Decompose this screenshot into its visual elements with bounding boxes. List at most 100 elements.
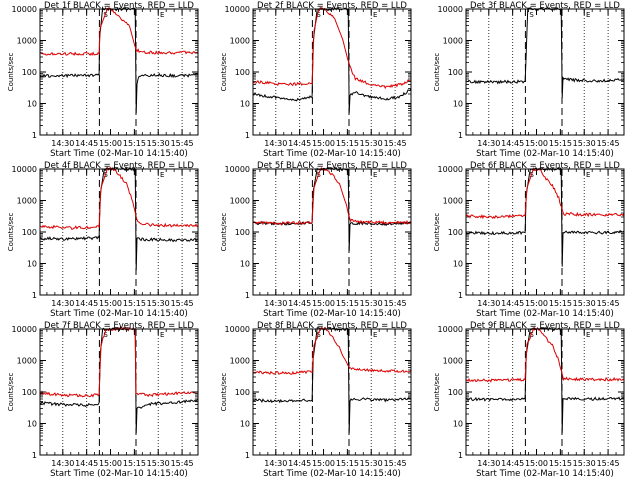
y-tick-label: 100 [235,388,250,397]
x-tick-label: 15:45 [384,299,407,308]
x-tick-label: 15:00 [525,139,548,148]
y-tick-label: 10000 [225,5,250,14]
x-tick-label: 15:30 [147,299,170,308]
series-line-events [252,166,412,252]
panel-title: Det 2f BLACK = Events, RED = LLD [257,1,407,11]
end-marker-label: E [586,11,590,19]
y-tick-label: 10000 [225,325,250,334]
series-line-events [39,166,199,271]
start-marker-label: S [316,171,321,179]
y-tick-label: 100 [448,388,463,397]
y-tick-label: 10 [240,100,250,109]
x-tick-label: 15:45 [384,459,407,468]
series-line-lld [252,7,412,90]
y-tick-label: 10 [27,260,37,269]
y-tick-label: 1000 [443,197,463,206]
y-axis-label: Counts/sec [7,53,15,92]
y-tick-label: 1000 [17,37,37,46]
x-axis-label: Start Time (02-Mar-10 14:15:40) [476,149,614,159]
y-tick-label: 10 [453,100,463,109]
end-marker-label: E [373,171,377,179]
series-line-lld [252,167,412,226]
y-tick-label: 10 [453,420,463,429]
panel-title: Det 7f BLACK = Events, RED = LLD [44,321,194,331]
y-tick-label: 1000 [443,37,463,46]
y-tick-label: 1 [32,451,37,460]
y-tick-label: 100 [22,228,37,237]
y-tick-label: 1 [245,451,250,460]
x-tick-label: 15:30 [573,299,596,308]
y-tick-label: 10 [240,260,250,269]
series-line-events [39,5,199,114]
x-tick-label: 15:30 [573,459,596,468]
x-tick-label: 15:00 [525,299,548,308]
y-axis-label: Counts/sec [7,213,15,252]
x-tick-label: 15:15 [336,459,359,468]
plot-frame [39,8,199,136]
x-axis-label: Start Time (02-Mar-10 14:15:40) [50,149,188,159]
y-tick-label: 1 [32,131,37,140]
y-tick-label: 10000 [225,165,250,174]
y-tick-label: 1000 [17,197,37,206]
plot-frame [252,8,412,136]
x-tick-label: 14:45 [501,139,524,148]
y-tick-label: 1 [458,451,463,460]
start-marker-label: S [103,11,108,19]
y-tick-label: 10000 [12,325,37,334]
x-tick-label: 14:45 [288,299,311,308]
x-tick-label: 15:45 [171,139,194,148]
series-line-lld [465,326,625,383]
y-tick-label: 1000 [17,357,37,366]
plot-frame [465,328,625,456]
start-marker-label: S [103,171,108,179]
plot-frame [252,168,412,296]
x-tick-label: 14:30 [264,459,287,468]
y-axis-label: Counts/sec [220,213,228,252]
series-line-events [465,326,625,434]
series-line-lld [465,167,625,220]
y-tick-label: 10 [240,420,250,429]
y-tick-label: 100 [235,228,250,237]
y-axis-label: Counts/sec [433,213,441,252]
x-tick-label: 14:30 [264,299,287,308]
x-tick-label: 15:15 [123,299,146,308]
x-tick-label: 15:00 [99,299,122,308]
plot-frame [39,168,199,296]
x-tick-label: 15:45 [384,139,407,148]
x-axis-label: Start Time (02-Mar-10 14:15:40) [476,309,614,319]
start-marker-label: S [316,11,321,19]
y-tick-label: 1000 [230,357,250,366]
end-marker-label: E [373,331,377,339]
y-tick-label: 100 [22,388,37,397]
y-tick-label: 1 [32,291,37,300]
x-tick-label: 15:00 [312,139,335,148]
x-tick-label: 14:30 [477,139,500,148]
x-tick-label: 15:45 [171,459,194,468]
end-marker-label: E [373,11,377,19]
x-tick-label: 15:15 [549,459,572,468]
x-tick-label: 15:15 [123,139,146,148]
series-line-lld [39,166,199,230]
x-tick-label: 14:30 [477,299,500,308]
end-marker-label: E [586,331,590,339]
plot-frame [465,168,625,296]
start-marker-label: S [529,331,534,339]
x-axis-label: Start Time (02-Mar-10 14:15:40) [263,469,401,479]
start-marker-label: S [316,331,321,339]
y-tick-label: 10 [27,100,37,109]
x-tick-label: 15:30 [147,139,170,148]
y-tick-label: 100 [22,68,37,77]
plot-frame [465,8,625,136]
x-tick-label: 15:00 [99,139,122,148]
x-tick-label: 15:00 [525,459,548,468]
x-axis-label: Start Time (02-Mar-10 14:15:40) [50,469,188,479]
x-axis-label: Start Time (02-Mar-10 14:15:40) [476,469,614,479]
panel-title: Det 1f BLACK = Events, RED = LLD [44,1,194,11]
x-tick-label: 15:30 [147,459,170,468]
end-marker-label: E [160,11,164,19]
